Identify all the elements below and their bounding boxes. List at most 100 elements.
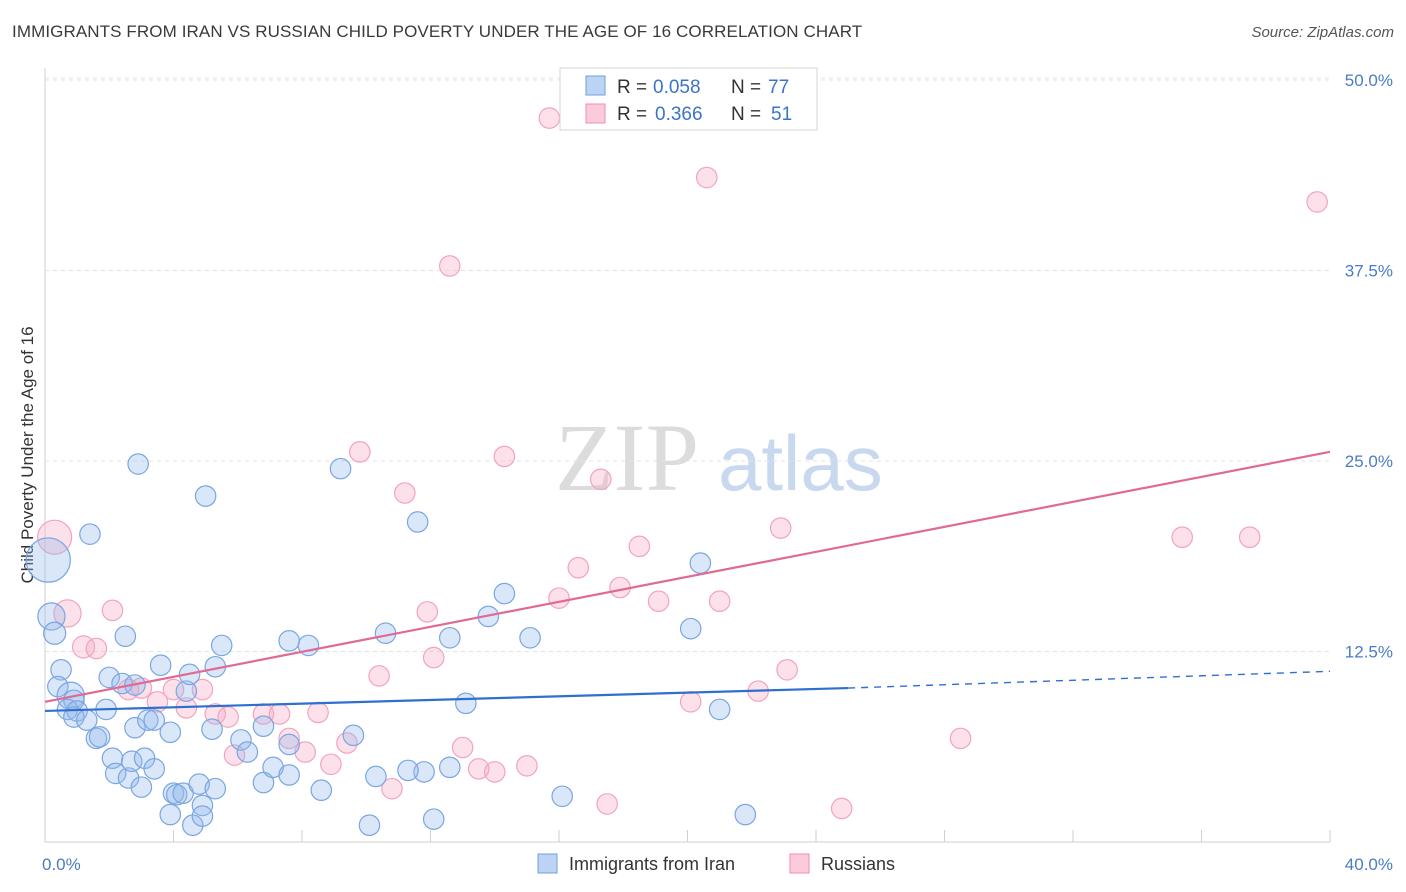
trend-line-russians	[44, 450, 1331, 703]
legend-iran-r-label: R =	[617, 77, 647, 98]
series-legend-swatch-russians	[789, 853, 810, 874]
iran-point	[455, 692, 477, 715]
russians-point	[438, 255, 461, 277]
series-legend-label-iran: Immigrants from Iran	[569, 854, 735, 874]
iran-point	[188, 773, 210, 795]
iran-point	[551, 785, 574, 808]
y-tick-labels: 12.5% 25.0% 37.5% 50.0%	[1345, 71, 1393, 662]
legend-iran-r-value: 0.058	[653, 77, 701, 98]
series-legend: Immigrants from Iran Russians	[537, 853, 895, 874]
iran-point	[201, 718, 223, 741]
iran-point	[413, 761, 435, 783]
iran-point	[236, 741, 259, 763]
iran-point	[252, 771, 275, 794]
iran-point	[310, 779, 333, 801]
iran-point	[210, 634, 233, 657]
iran-point	[75, 709, 98, 731]
russians-point	[708, 590, 731, 613]
iran-point	[63, 706, 85, 728]
legend-iran-n-value: 77	[768, 77, 789, 98]
iran-point	[175, 680, 198, 702]
iran-point	[278, 630, 300, 652]
iran-point	[25, 537, 71, 583]
russians-point	[451, 736, 474, 759]
iran-point	[114, 625, 137, 648]
russians-point	[37, 519, 73, 555]
russians-point	[538, 107, 561, 129]
russians-point	[493, 445, 516, 468]
russians-point	[647, 590, 670, 613]
russians-point	[467, 758, 490, 780]
iran-point	[124, 716, 146, 739]
iran-point	[47, 675, 69, 698]
iran-point	[159, 803, 182, 826]
legend-russians-n-label: N =	[731, 104, 761, 125]
russians-point	[381, 777, 403, 800]
iran-point	[79, 523, 101, 545]
iran-point	[278, 733, 300, 756]
iran-point	[230, 729, 252, 751]
iran-point	[519, 626, 541, 649]
legend-swatch-iran	[585, 75, 606, 96]
iran-point	[149, 654, 172, 677]
iran-point	[50, 658, 72, 681]
watermark-zip: ZIP	[555, 404, 699, 511]
russians-point	[567, 556, 590, 579]
y-tick-label: 37.5%	[1345, 262, 1393, 281]
iran-point	[329, 457, 352, 480]
iran-point	[252, 715, 275, 737]
iran-point	[397, 759, 419, 782]
legend-russians-n-value: 51	[771, 104, 792, 125]
y-tick-label: 50.0%	[1345, 71, 1393, 90]
russians-point	[1306, 191, 1328, 213]
russians-point	[776, 658, 798, 681]
iran-point	[358, 814, 381, 837]
russians-point	[422, 646, 445, 669]
iran-point	[172, 782, 194, 805]
iran-point	[365, 765, 387, 788]
russians-point	[101, 599, 124, 622]
x-tick-label-max: 40.0%	[1345, 855, 1393, 874]
iran-point	[143, 758, 166, 780]
iran-point	[679, 617, 702, 640]
russians-point	[596, 793, 618, 815]
russians-point	[320, 753, 342, 776]
russians-point	[393, 482, 416, 504]
iran-point	[127, 453, 149, 475]
iran-point	[159, 721, 182, 744]
legend-russians-r-value: 0.366	[655, 104, 703, 125]
iran-point	[191, 805, 214, 827]
x-tick-label-min: 0.0%	[42, 855, 81, 874]
russians-point	[1238, 526, 1261, 548]
iran-point	[98, 666, 121, 689]
russians-point	[949, 727, 972, 750]
stats-legend: R = 0.058 N = 77 R = 0.366 N = 51	[559, 67, 818, 131]
russians-point	[695, 166, 718, 189]
series-russians	[37, 107, 1328, 820]
russians-point	[191, 678, 214, 701]
russians-point	[217, 706, 239, 728]
iran-point	[194, 485, 217, 507]
y-tick-label: 25.0%	[1345, 452, 1393, 471]
series-legend-label-russians: Russians	[821, 854, 895, 874]
iran-point	[734, 803, 757, 826]
russians-point	[628, 535, 651, 558]
russians-point	[516, 754, 538, 777]
series-legend-swatch-iran	[537, 853, 558, 874]
y-tick-label: 12.5%	[1345, 643, 1393, 662]
iran-point	[406, 511, 429, 533]
russians-point	[769, 517, 792, 539]
iran-point	[120, 750, 143, 773]
iran-point	[438, 626, 461, 649]
iran-point	[117, 767, 140, 789]
russians-point	[830, 797, 853, 820]
russians-point	[548, 587, 570, 609]
russians-point	[368, 665, 390, 687]
russians-point	[416, 601, 439, 623]
legend-russians-r-label: R =	[617, 104, 647, 125]
russians-point	[307, 701, 329, 724]
trend-line-iran-extension	[848, 670, 1331, 689]
russians-point	[679, 690, 702, 713]
x-tick-marks	[44, 830, 1331, 842]
trend-line-iran	[44, 686, 849, 713]
